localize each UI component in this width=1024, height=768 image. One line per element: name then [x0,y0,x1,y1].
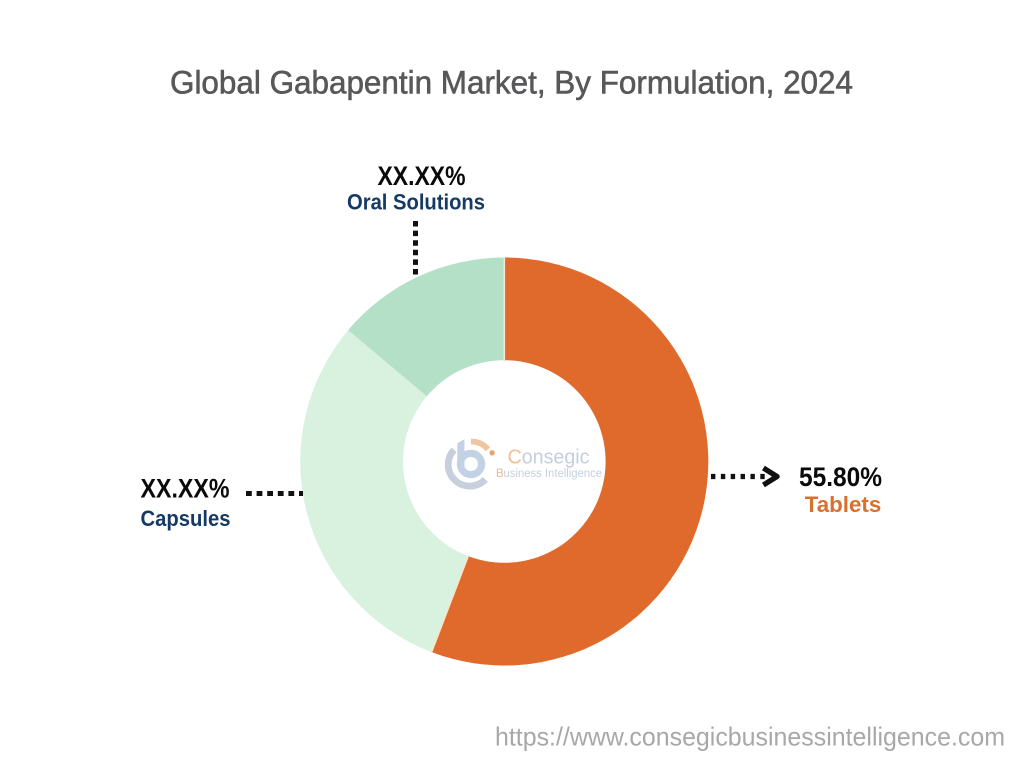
svg-text:Oral Solutions: Oral Solutions [347,190,485,215]
svg-text:Global Gabapentin Market, By F: Global Gabapentin Market, By Formulation… [170,64,853,101]
svg-text:Consegic: Consegic [508,447,590,469]
svg-text:XX.XX%: XX.XX% [141,474,230,504]
svg-text:55.80%: 55.80% [799,462,882,492]
svg-text:Tablets: Tablets [805,492,882,517]
svg-text:B: B [496,468,504,480]
svg-text:Capsules: Capsules [141,506,231,531]
svg-text:Business Intelligence: Business Intelligence [496,468,602,480]
svg-text:XX.XX%: XX.XX% [378,161,466,191]
svg-text:https://www.consegicbusinessin: https://www.consegicbusinessintelligence… [495,722,1005,752]
svg-text:C: C [508,447,522,469]
